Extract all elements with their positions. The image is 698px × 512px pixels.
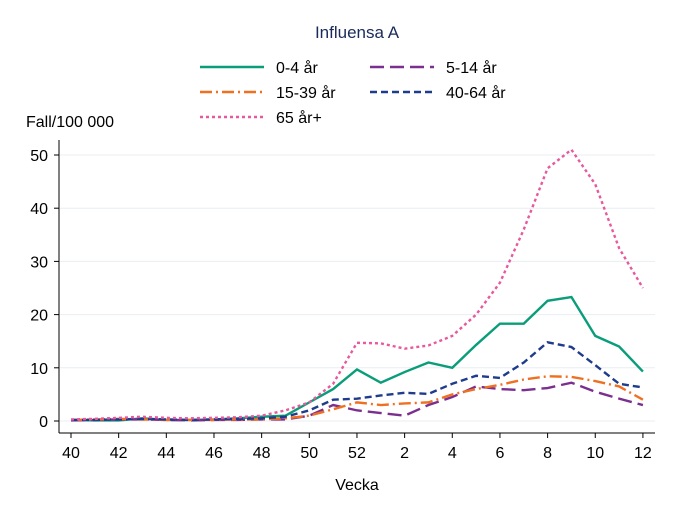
x-tick-label: 42 (110, 445, 128, 462)
chart-title: Influensa A (315, 23, 400, 42)
legend-label: 40-64 år (446, 84, 506, 102)
x-tick-label: 50 (300, 445, 318, 462)
x-tick-label: 40 (62, 445, 80, 462)
legend-label: 0-4 år (276, 59, 318, 77)
x-axis-label: Vecka (335, 477, 379, 494)
x-tick-label: 12 (634, 445, 652, 462)
x-tick-label: 10 (586, 445, 604, 462)
legend-label: 65 år+ (276, 109, 322, 127)
x-tick-label: 44 (157, 445, 175, 462)
series-line-3 (71, 340, 644, 422)
legend-label: 15-39 år (276, 84, 336, 102)
x-tick-label: 2 (400, 445, 409, 462)
y-tick-label: 0 (39, 414, 48, 431)
series-line-4 (70, 147, 644, 421)
y-tick-label: 50 (30, 148, 48, 165)
x-tick-label: 6 (495, 445, 504, 462)
y-tick-label: 40 (30, 201, 48, 218)
legend-label: 5-14 år (446, 59, 497, 77)
y-axis-label: Fall/100 000 (26, 114, 114, 131)
x-tick-label: 46 (205, 445, 223, 462)
x-tick-label: 48 (253, 445, 271, 462)
x-tick-label: 4 (448, 445, 457, 462)
y-tick-label: 10 (30, 361, 48, 378)
y-tick-label: 30 (30, 254, 48, 271)
series-line-2 (70, 375, 644, 422)
x-tick-label: 8 (543, 445, 552, 462)
y-tick-label: 20 (30, 308, 48, 325)
series-line-1 (70, 381, 644, 422)
x-tick-label: 52 (348, 445, 366, 462)
